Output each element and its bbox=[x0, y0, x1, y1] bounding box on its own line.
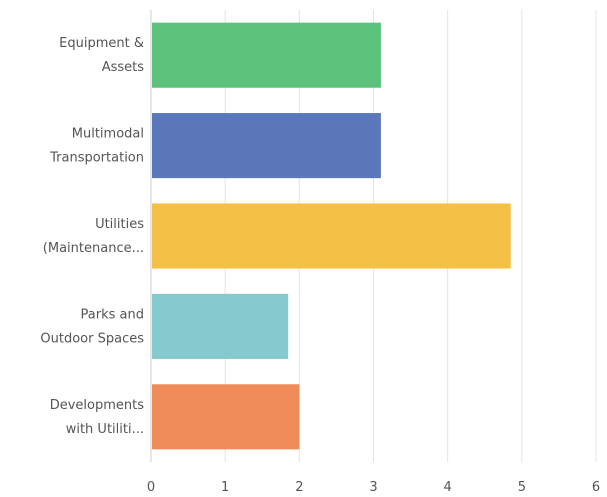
bar-1 bbox=[152, 22, 381, 88]
x-tick-labels: 0 1 2 3 4 5 6 bbox=[147, 480, 600, 495]
bars bbox=[152, 22, 511, 450]
category-label-1: Equipment & Assets bbox=[59, 36, 144, 75]
x-tick-2: 2 bbox=[295, 480, 303, 495]
category-label-3: Utilities (Maintenance... bbox=[43, 217, 144, 256]
x-tick-4: 4 bbox=[444, 480, 452, 495]
category-labels: Equipment & Assets Multimodal Transportatio… bbox=[40, 36, 144, 437]
x-tick-3: 3 bbox=[369, 480, 377, 495]
bar-4 bbox=[152, 293, 289, 359]
bar-2 bbox=[152, 113, 381, 179]
bar-3 bbox=[152, 203, 511, 269]
x-tick-6: 6 bbox=[592, 480, 600, 495]
x-tick-1: 1 bbox=[221, 480, 229, 495]
bar-5 bbox=[152, 384, 300, 450]
category-label-4: Parks and Outdoor Spaces bbox=[40, 307, 144, 346]
category-label-2: Multimodal Transportation bbox=[49, 127, 144, 166]
x-tick-0: 0 bbox=[147, 480, 155, 495]
category-label-5: Developments with Utiliti... bbox=[50, 398, 145, 437]
x-tick-5: 5 bbox=[518, 480, 526, 495]
